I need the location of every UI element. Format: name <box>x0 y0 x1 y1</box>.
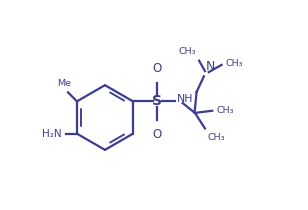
Text: CH₃: CH₃ <box>207 133 225 142</box>
Text: NH: NH <box>177 94 194 104</box>
Text: CH₃: CH₃ <box>178 47 196 56</box>
Text: O: O <box>152 62 162 75</box>
Text: CH₃: CH₃ <box>226 59 243 68</box>
Text: Me: Me <box>58 79 71 88</box>
Text: S: S <box>152 94 162 108</box>
Text: O: O <box>152 128 162 141</box>
Text: H₂N: H₂N <box>42 129 62 139</box>
Text: CH₃: CH₃ <box>217 106 234 115</box>
Text: N: N <box>205 60 215 73</box>
